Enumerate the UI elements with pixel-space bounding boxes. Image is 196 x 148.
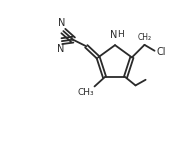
Text: N: N [110, 29, 118, 40]
Text: CH₂: CH₂ [138, 33, 152, 42]
Text: N: N [57, 44, 64, 54]
Text: CH₃: CH₃ [77, 88, 94, 97]
Text: H: H [117, 30, 124, 39]
Text: N: N [58, 18, 66, 28]
Text: Cl: Cl [157, 47, 166, 57]
